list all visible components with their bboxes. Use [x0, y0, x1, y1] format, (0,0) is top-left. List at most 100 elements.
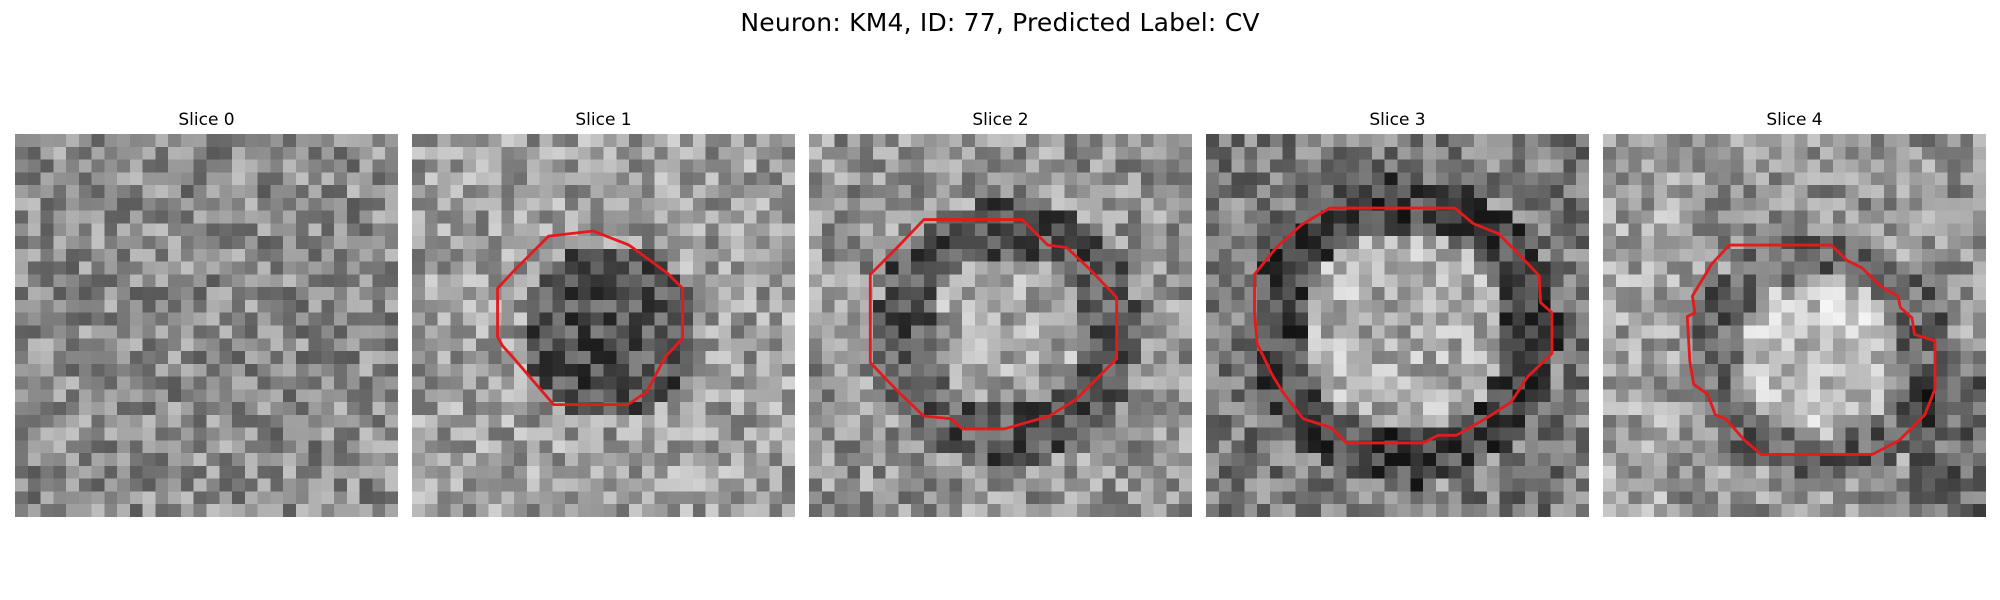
- pixel: [1026, 159, 1040, 173]
- pixel: [104, 376, 118, 390]
- pixel: [104, 159, 118, 173]
- pixel: [219, 351, 233, 365]
- pixel: [680, 440, 694, 454]
- pixel: [1448, 312, 1462, 326]
- pixel: [705, 248, 719, 262]
- pixel: [385, 351, 398, 365]
- pixel: [577, 210, 591, 224]
- pixel: [359, 402, 373, 416]
- pixel: [1794, 478, 1808, 492]
- pixel: [1231, 363, 1245, 377]
- pixel: [898, 159, 912, 173]
- pixel: [1461, 248, 1475, 262]
- pixel: [1717, 159, 1731, 173]
- pixel: [616, 376, 630, 390]
- pixel: [962, 236, 976, 250]
- pixel: [1308, 299, 1322, 313]
- pixel: [1089, 491, 1103, 505]
- pixel: [1947, 427, 1961, 441]
- pixel: [334, 453, 348, 467]
- pixel: [1474, 363, 1488, 377]
- pixel: [1768, 363, 1782, 377]
- pixel: [577, 274, 591, 288]
- pixel: [1512, 504, 1526, 517]
- pixel: [1922, 440, 1936, 454]
- pixel: [1922, 414, 1936, 428]
- pixel: [1603, 491, 1617, 505]
- pixel: [424, 261, 438, 275]
- pixel: [1845, 402, 1859, 416]
- pixel: [1397, 172, 1411, 186]
- pixel: [667, 389, 681, 403]
- pixel: [1820, 427, 1834, 441]
- pixel: [1346, 376, 1360, 390]
- pixel: [1000, 159, 1014, 173]
- pixel: [1781, 236, 1795, 250]
- pixel: [424, 376, 438, 390]
- pixel: [1153, 504, 1167, 517]
- pixel: [603, 197, 617, 211]
- pixel: [1115, 236, 1129, 250]
- pixel: [244, 338, 258, 352]
- pixel: [1410, 465, 1424, 479]
- pixel: [1603, 414, 1617, 428]
- pixel: [359, 351, 373, 365]
- pixel: [769, 427, 783, 441]
- pixel: [1257, 465, 1271, 479]
- pixel: [308, 504, 322, 517]
- pixel: [1563, 185, 1577, 199]
- pixel: [667, 325, 681, 339]
- pixel: [1794, 287, 1808, 301]
- pixel: [616, 312, 630, 326]
- pixel: [1038, 363, 1052, 377]
- pixel: [1615, 159, 1629, 173]
- pixel: [27, 172, 41, 186]
- pixel: [66, 389, 80, 403]
- pixel: [1257, 185, 1271, 199]
- pixel: [1807, 248, 1821, 262]
- pixel: [244, 414, 258, 428]
- pixel: [1244, 159, 1258, 173]
- pixel: [1448, 351, 1462, 365]
- pixel: [1140, 325, 1154, 339]
- pixel: [1333, 261, 1347, 275]
- pixel: [1206, 223, 1220, 237]
- pixel: [1960, 338, 1974, 352]
- pixel: [117, 414, 131, 428]
- pixel: [1934, 325, 1948, 339]
- pixel: [1423, 248, 1437, 262]
- pixel: [1346, 299, 1360, 313]
- pixel: [412, 287, 426, 301]
- pixel: [1320, 325, 1334, 339]
- pixel: [654, 159, 668, 173]
- pixel: [463, 312, 477, 326]
- pixel: [911, 325, 925, 339]
- pixel: [1781, 402, 1795, 416]
- pixel: [283, 248, 297, 262]
- pixel: [193, 261, 207, 275]
- pixel: [1768, 223, 1782, 237]
- pixel: [1371, 414, 1385, 428]
- pixel: [1743, 172, 1757, 186]
- pixel: [1038, 465, 1052, 479]
- pixel: [475, 351, 489, 365]
- pixel: [1563, 465, 1577, 479]
- pixel: [898, 248, 912, 262]
- pixel: [1064, 427, 1078, 441]
- pixel: [1756, 504, 1770, 517]
- pixel: [1359, 504, 1373, 517]
- pixel: [526, 504, 540, 517]
- pixel: [1435, 465, 1449, 479]
- pixel: [1128, 478, 1142, 492]
- pixel: [1218, 312, 1232, 326]
- pixel: [1896, 363, 1910, 377]
- pixel: [1166, 453, 1180, 467]
- pixel: [180, 159, 194, 173]
- pixel: [104, 402, 118, 416]
- pixel: [1346, 453, 1360, 467]
- pixel: [1563, 338, 1577, 352]
- pixel: [1743, 491, 1757, 505]
- pixel: [1102, 197, 1116, 211]
- pixel: [756, 197, 770, 211]
- pixel: [1654, 223, 1668, 237]
